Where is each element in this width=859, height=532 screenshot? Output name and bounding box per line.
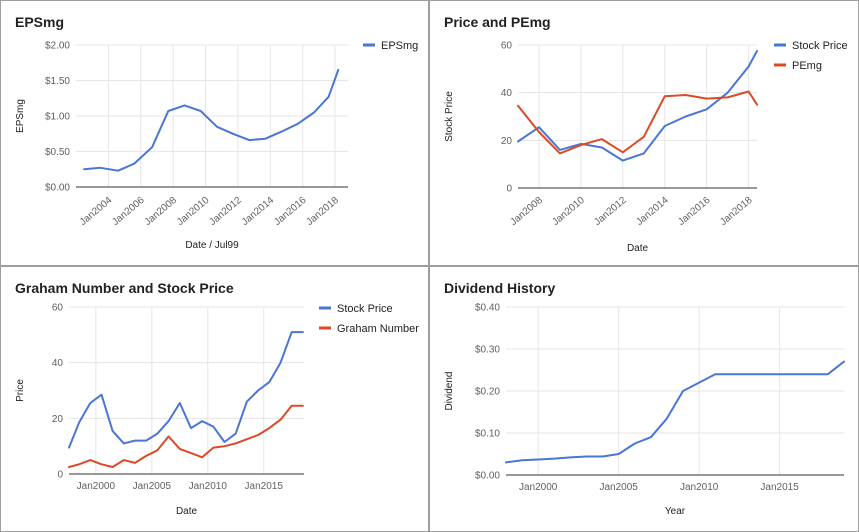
x-tick-label: Jan2016 xyxy=(676,195,713,228)
graham-chart-panel: Graham Number and Stock Price 0 20 40 60 Jan2… xyxy=(0,266,429,532)
series-line xyxy=(517,50,758,162)
x-tick-label: Jan2010 xyxy=(189,481,228,492)
y-tick-label: $0.30 xyxy=(475,345,500,356)
y-tick-label: 20 xyxy=(52,414,64,425)
y-tick-label: 0 xyxy=(57,470,63,481)
y-tick-label: $0.40 xyxy=(475,303,500,314)
x-tick-label: Jan2005 xyxy=(599,482,638,493)
price-pe-chart-panel: Price and PEmg 0 20 40 60 Jan2008 Jan2010 Jan20… xyxy=(429,0,859,266)
series-line xyxy=(505,360,845,464)
x-tick-label: Jan2008 xyxy=(508,195,545,228)
x-tick-label: Jan2015 xyxy=(760,482,799,493)
series-line xyxy=(68,404,304,468)
eps-chart-panel: EPSmg $0.00 $0.50 $1.00 $1.50 $2.00 Jan2004 Jan… xyxy=(0,0,429,266)
x-tick-label: Jan2010 xyxy=(175,195,212,228)
y-tick-label: $0.00 xyxy=(475,471,500,482)
x-tick-label: Jan2018 xyxy=(718,195,755,228)
chart-svg: EPSmg$0.00$0.50$1.00$1.50$2.00Jan2004Jan… xyxy=(15,14,418,251)
y-tick-label: $0.50 xyxy=(45,147,70,158)
y-tick-label: 0 xyxy=(506,184,512,195)
dividend-chart-panel: Dividend History $0.00 $0.10 $0.20 $0.30 $0.4… xyxy=(429,266,859,532)
chart-title: Graham Number and Stock Price xyxy=(15,280,234,296)
y-axis-title: EPSmg xyxy=(15,99,26,133)
chart-title: Dividend History xyxy=(444,280,555,296)
y-tick-label: 40 xyxy=(501,88,513,99)
x-tick-label: Jan2012 xyxy=(592,195,629,228)
x-axis-title: Date xyxy=(176,506,198,517)
y-tick-label: 60 xyxy=(501,41,513,52)
series-line xyxy=(68,331,304,449)
x-tick-label: Jan2010 xyxy=(550,195,587,228)
chart-title: Price and PEmg xyxy=(444,14,551,30)
x-axis-title: Date / Jul99 xyxy=(185,240,239,251)
y-tick-label: $2.00 xyxy=(45,41,70,52)
x-tick-label: Jan2014 xyxy=(240,195,277,228)
x-tick-label: Jan2000 xyxy=(77,481,116,492)
x-tick-label: Jan2006 xyxy=(110,195,147,228)
x-axis-title: Date xyxy=(627,243,649,254)
x-axis-title: Year xyxy=(665,506,686,517)
x-tick-label: Jan2004 xyxy=(78,195,115,228)
x-tick-label: Jan2000 xyxy=(519,482,558,493)
y-axis-title: Price xyxy=(15,379,26,402)
y-tick-label: 60 xyxy=(52,303,64,314)
x-tick-label: Jan2016 xyxy=(272,195,309,228)
x-tick-label: Jan2008 xyxy=(143,195,180,228)
x-tick-label: Jan2012 xyxy=(207,195,244,228)
y-tick-label: 20 xyxy=(501,136,513,147)
y-tick-label: $0.00 xyxy=(45,183,70,194)
y-tick-label: $1.50 xyxy=(45,76,70,87)
y-axis-title: Stock Price xyxy=(444,91,455,142)
x-tick-label: Jan2005 xyxy=(133,481,172,492)
y-tick-label: $0.20 xyxy=(475,387,500,398)
chart-svg: Graham Number and Stock Price 0 20 40 60 Jan2… xyxy=(15,280,419,517)
legend-entry: Stock Price xyxy=(337,303,393,315)
legend-entry: Graham Number xyxy=(337,323,419,335)
x-tick-label: Jan2014 xyxy=(634,195,671,228)
x-tick-label: Jan2010 xyxy=(680,482,719,493)
series-line xyxy=(517,90,758,155)
legend-entry: PEmg xyxy=(792,60,822,72)
legend-entry: EPSmg xyxy=(381,40,418,52)
chart-title: EPSmg xyxy=(15,14,64,30)
y-tick-label: $1.00 xyxy=(45,112,70,123)
x-tick-label: Jan2018 xyxy=(305,195,342,228)
y-tick-label: 40 xyxy=(52,358,64,369)
y-axis-title: Dividend xyxy=(444,372,455,411)
legend-entry: Stock Price xyxy=(792,40,848,52)
chart-svg: Dividend History $0.00 $0.10 $0.20 $0.30 $0.4… xyxy=(444,280,845,517)
y-tick-label: $0.10 xyxy=(475,429,500,440)
series-line xyxy=(83,68,340,172)
x-tick-label: Jan2015 xyxy=(245,481,284,492)
